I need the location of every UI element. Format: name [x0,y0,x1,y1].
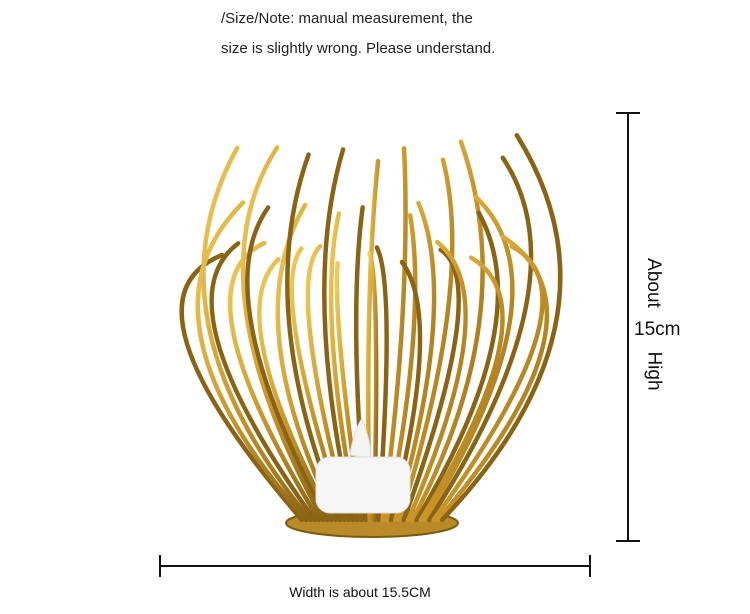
note-line: size is slightly wrong. Please understan… [221,40,496,57]
wire [179,252,305,523]
wire [240,145,326,523]
height-label: About [642,258,664,308]
wire [401,247,461,523]
wire [209,241,317,523]
wire [257,256,334,523]
candle [315,416,411,514]
wire [439,132,563,523]
wire [397,157,455,523]
wire [245,205,330,523]
wire [405,239,468,523]
width-dimension [159,555,591,577]
wire [435,234,550,523]
wire [410,139,485,523]
height-dimension [616,112,640,542]
height-value: 15cm [634,319,681,340]
lantern-wires [179,132,563,523]
height-label: High [643,351,665,391]
wire [414,210,501,523]
wire [422,194,515,523]
wire [201,145,313,523]
wire [195,200,309,523]
note-line: /Size/Note: manual measurement, the [221,10,473,27]
wire [418,255,505,523]
wire [427,155,534,523]
width-label: Width is about 15.5CM [289,584,431,600]
wire [393,200,437,523]
